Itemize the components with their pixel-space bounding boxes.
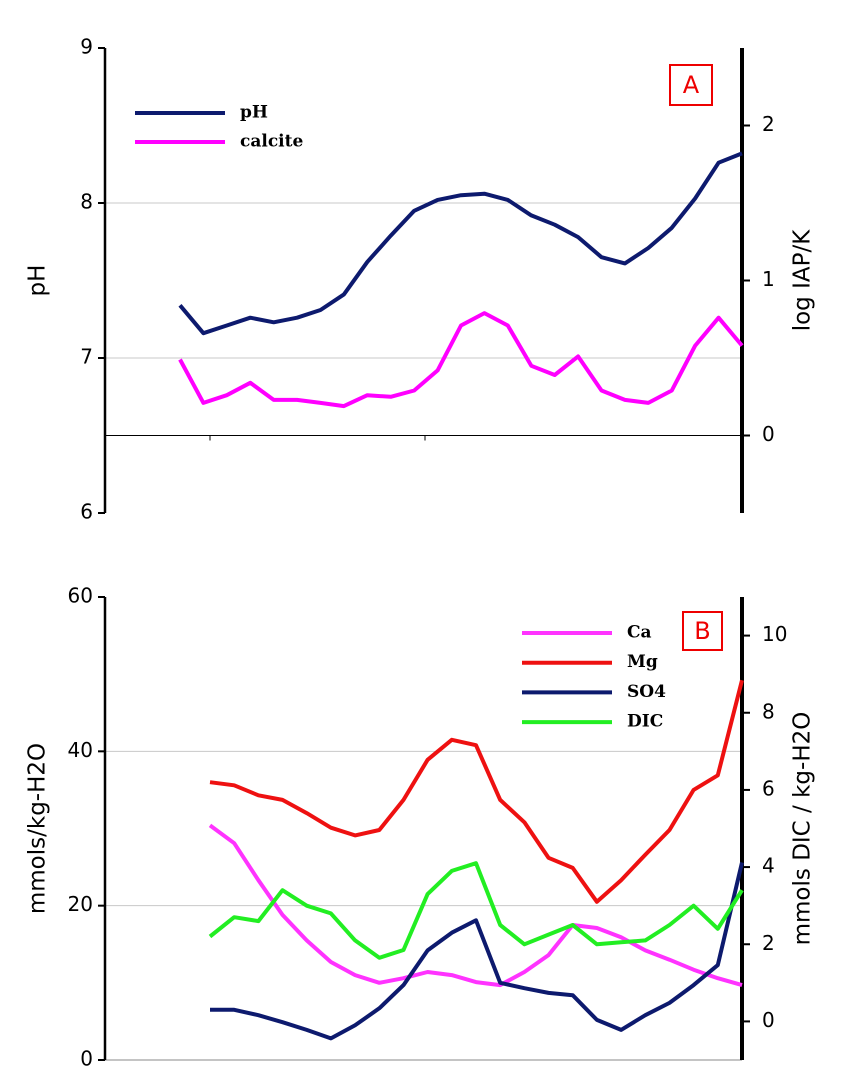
y2-tick-label: 0 bbox=[762, 422, 775, 446]
annotation-box bbox=[669, 64, 713, 106]
y-tick-label: 20 bbox=[68, 892, 93, 916]
y2-tick-label: 2 bbox=[762, 931, 775, 955]
series-line bbox=[178, 151, 743, 336]
legend-label: Ca bbox=[627, 623, 652, 643]
y-tick-label: 40 bbox=[68, 738, 93, 762]
y-axis-label: pH bbox=[25, 265, 51, 297]
y2-tick-label: 0 bbox=[762, 1008, 775, 1032]
legend-label: SO4 bbox=[627, 682, 666, 702]
y-axis-label: mmols/kg-H2O bbox=[25, 743, 51, 914]
y2-tick-label: 1 bbox=[762, 267, 775, 291]
y-tick-label: 7 bbox=[80, 345, 93, 369]
y2-axis-label: log IAP/K bbox=[790, 229, 816, 332]
y-tick-label: 6 bbox=[80, 500, 93, 524]
y2-tick-label: 6 bbox=[762, 776, 775, 800]
annotation-box bbox=[682, 611, 723, 651]
y-tick-label: 60 bbox=[68, 584, 93, 608]
series-line bbox=[210, 862, 744, 1041]
legend-label: calcite bbox=[240, 132, 303, 152]
y-tick-label: 8 bbox=[80, 190, 93, 214]
annotation: A bbox=[683, 71, 700, 99]
y2-tick-label: 4 bbox=[762, 854, 775, 878]
legend-label: pH bbox=[240, 103, 268, 123]
y2-tick-label: 2 bbox=[762, 112, 775, 136]
y2-axis-label: mmols DIC / kg-H2O bbox=[790, 712, 816, 946]
annotation: B bbox=[694, 617, 710, 645]
legend-label: DIC bbox=[627, 712, 663, 732]
series-line bbox=[208, 861, 744, 960]
series-line bbox=[208, 823, 743, 988]
y-tick-label: 0 bbox=[80, 1047, 93, 1071]
y2-tick-label: 10 bbox=[762, 622, 787, 646]
legend-label: Mg bbox=[627, 652, 658, 672]
y-tick-label: 9 bbox=[80, 35, 93, 59]
y2-tick-label: 8 bbox=[762, 699, 775, 723]
series-line bbox=[178, 311, 744, 409]
series-line bbox=[209, 679, 744, 904]
